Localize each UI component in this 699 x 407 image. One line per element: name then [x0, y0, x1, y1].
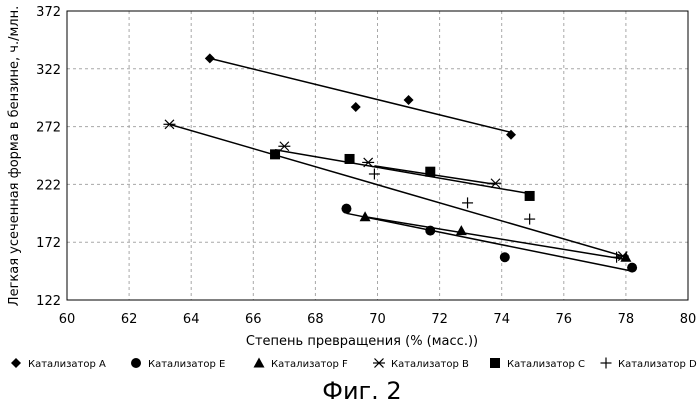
y-tick-label: 322 [36, 63, 61, 78]
trend-line-diamond [209, 57, 512, 134]
point-triangle [359, 211, 371, 222]
legend-label-plus: Катализатор D [618, 359, 697, 370]
legend-label-triangle: Катализатор F [271, 359, 348, 370]
point-plus [611, 251, 623, 263]
data-points [163, 53, 638, 273]
point-square [270, 149, 281, 160]
trend-line-asterisk [169, 123, 624, 257]
y-tick-label: 372 [36, 5, 61, 20]
point-triangle [620, 251, 632, 262]
x-tick-labels: 60 62 64 66 68 70 72 74 76 78 80 [59, 312, 697, 327]
point-circle [341, 203, 352, 214]
point-circle [627, 262, 638, 273]
legend-marker-square [490, 358, 500, 368]
x-tick-label: 70 [369, 312, 386, 327]
x-tick-label: 62 [121, 312, 138, 327]
point-asterisk [362, 157, 375, 168]
point-asterisk [489, 178, 502, 189]
trend-line-triangle [364, 216, 627, 261]
point-asterisk [163, 119, 176, 130]
x-tick-label: 80 [680, 312, 697, 327]
point-diamond [506, 129, 517, 140]
x-tick-label: 72 [431, 312, 448, 327]
legend-marker-diamond [11, 358, 21, 368]
x-tick-label: 60 [59, 312, 76, 327]
trend-lines [169, 57, 633, 272]
point-square [344, 153, 355, 164]
x-tick-label: 66 [245, 312, 262, 327]
x-tick-label: 64 [183, 312, 200, 327]
legend-label-circle: Катализатор E [148, 359, 225, 370]
y-axis-label: Легкая усеченная форма в бензине, ч./млн… [7, 6, 22, 306]
legend-label-diamond: Катализатор A [28, 359, 106, 370]
y-tick-label: 122 [36, 294, 61, 309]
point-plus [524, 213, 536, 225]
x-tick-label: 68 [307, 312, 324, 327]
point-circle [499, 252, 510, 263]
point-diamond [204, 53, 215, 64]
y-tick-label: 222 [36, 178, 61, 193]
legend-marker-asterisk [373, 358, 385, 368]
trend-line-circle [346, 212, 633, 272]
point-diamond [403, 95, 414, 106]
point-diamond [350, 101, 361, 112]
point-square [524, 190, 535, 201]
point-asterisk [616, 251, 629, 261]
y-tick-label: 272 [36, 121, 61, 136]
point-plus [368, 168, 380, 180]
legend-marker-triangle [253, 357, 265, 368]
x-tick-label: 76 [556, 312, 573, 327]
x-axis-label: Степень превращения (% (масс.)) [246, 334, 478, 349]
legend-marker-plus [600, 357, 612, 369]
legend-label-square: Катализатор C [507, 359, 585, 370]
point-triangle [455, 225, 467, 236]
point-asterisk [278, 141, 291, 152]
trend-line-square [274, 148, 530, 195]
x-tick-label: 78 [618, 312, 635, 327]
figure-caption: Фиг. 2 [322, 377, 401, 405]
point-circle [425, 225, 436, 236]
point-plus [462, 197, 474, 209]
legend: Катализатор A Катализатор E Катализатор F К… [11, 357, 697, 370]
x-tick-label: 74 [493, 312, 510, 327]
y-tick-labels: 122 172 222 272 322 372 [36, 5, 61, 309]
gridlines [67, 11, 688, 300]
point-square [425, 166, 436, 177]
legend-label-asterisk: Катализатор B [391, 359, 469, 370]
legend-marker-circle [131, 358, 141, 368]
y-tick-label: 172 [36, 236, 61, 251]
plot-frame [66, 10, 689, 301]
